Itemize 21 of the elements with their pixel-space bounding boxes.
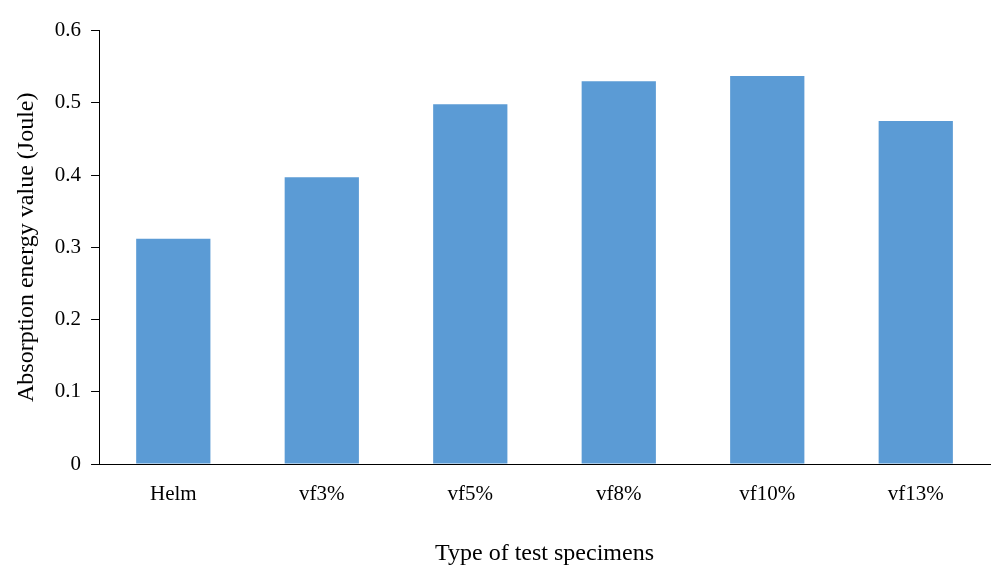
bar	[878, 120, 953, 464]
bar	[136, 238, 211, 464]
y-tick-label: 0.1	[54, 378, 82, 403]
bar	[284, 177, 359, 464]
x-tick-label: vf3%	[299, 481, 345, 506]
x-tick-label: vf8%	[596, 481, 642, 506]
y-tick-label: 0.4	[54, 161, 82, 186]
y-tick-label: 0.6	[54, 17, 82, 42]
x-axis-title: Type of test specimens	[435, 538, 654, 565]
x-tick-label: Helm	[149, 481, 197, 506]
bar	[581, 81, 656, 464]
bar	[433, 104, 508, 464]
y-tick-label: 0.3	[54, 233, 82, 258]
x-tick-label: vf5%	[447, 481, 494, 506]
x-tick-label: vf10%	[739, 481, 796, 506]
x-tick-label: vf13%	[887, 481, 944, 506]
y-axis-title: Absorption energy value (Joule)	[11, 92, 38, 403]
y-tick-label: 0	[70, 450, 82, 475]
bar	[730, 76, 805, 464]
y-tick-label: 0.5	[54, 89, 82, 114]
y-tick-label: 0.2	[54, 306, 82, 331]
